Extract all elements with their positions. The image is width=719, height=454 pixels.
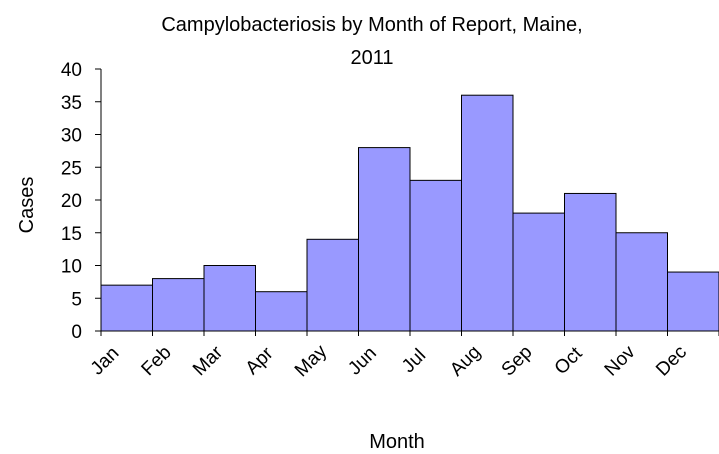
bars	[100, 94, 719, 332]
bar-mar	[203, 265, 256, 332]
bar-dec	[667, 271, 719, 332]
bar-may	[306, 238, 359, 332]
y-tick-label: 5	[71, 289, 82, 310]
x-tick-label-feb: Feb	[138, 342, 176, 380]
bar-jul	[409, 179, 462, 332]
y-tick-label: 10	[61, 257, 82, 278]
chart-title-line-1: Campylobacteriosis by Month of Report, M…	[161, 14, 582, 36]
bar-oct	[564, 192, 617, 332]
y-tick-label: 25	[61, 158, 82, 179]
x-axis-ticks: Jan Feb Mar Apr May Jun Jul Aug Sep Oct Nov Dec	[87, 331, 719, 381]
x-tick-label-apr: Apr	[242, 343, 278, 379]
y-tick-label: 30	[61, 126, 82, 147]
y-tick-label: 40	[61, 60, 82, 81]
x-tick-label-aug: Aug	[446, 342, 485, 381]
x-tick-label-sep: Sep	[498, 342, 537, 381]
y-tick-label: 35	[61, 93, 82, 114]
bar-jan	[100, 284, 153, 332]
x-tick-label-jul: Jul	[398, 345, 430, 377]
x-axis-label: Month	[369, 431, 425, 453]
y-tick-label: 15	[61, 224, 82, 245]
y-tick-label: 0	[71, 322, 82, 343]
bar-apr	[255, 291, 308, 332]
y-axis-ticks: 0 5 10 15 20 25 30 35 40	[61, 60, 101, 343]
x-tick-label-jan: Jan	[87, 343, 124, 380]
x-tick-label-jun: Jun	[344, 343, 381, 380]
chart-title: Campylobacteriosis by Month of Report, M…	[161, 14, 582, 69]
bar-feb	[152, 278, 205, 332]
y-axis-label: Cases	[16, 177, 38, 234]
y-tick-label: 20	[61, 191, 82, 212]
bar-nov	[615, 232, 668, 332]
x-tick-label-may: May	[291, 341, 332, 382]
bar-jun	[358, 147, 411, 332]
x-tick-label-oct: Oct	[551, 343, 587, 379]
x-tick-label-nov: Nov	[601, 341, 640, 380]
chart-title-line-2: 2011	[350, 47, 393, 69]
bar-aug	[461, 94, 514, 332]
bar-sep	[512, 212, 565, 332]
x-tick-label-dec: Dec	[652, 342, 691, 381]
x-tick-label-mar: Mar	[189, 342, 227, 380]
